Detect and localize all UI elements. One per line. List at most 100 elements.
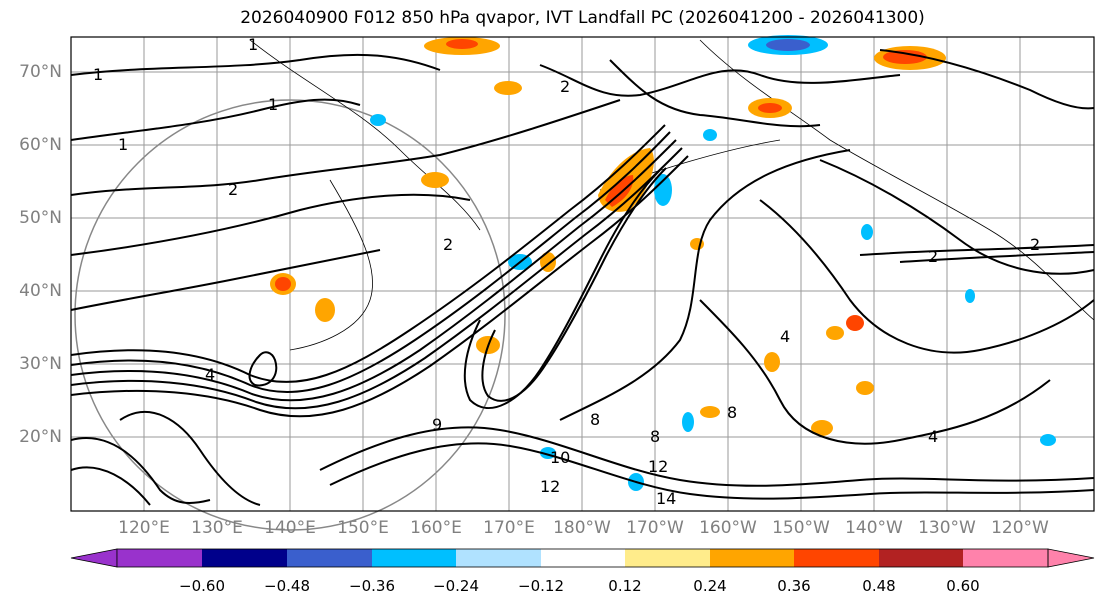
contour-line [70,147,683,410]
contour-line [819,159,1095,275]
contour-label: 8 [590,410,600,429]
negative-anomaly [703,129,717,141]
lon-label: 160°W [699,518,757,538]
contour-line [859,244,1095,256]
colorbar-bin [541,549,625,567]
contour-label: 1 [268,95,278,114]
qvapor-anomaly-fills [270,35,1056,491]
colorbar-bin [625,549,710,567]
colorbar-bin [710,549,794,567]
colorbar-tick-label: 0.36 [777,577,811,595]
lon-label: 150°W [772,518,830,538]
contour-line [899,251,1095,263]
lon-label: 130°E [191,518,243,538]
positive-anomaly [494,81,522,95]
contour-label: 8 [727,403,737,422]
contour-label: 1 [248,35,258,54]
contour-label: 2 [443,235,453,254]
contour-label: 2 [560,77,570,96]
colorbar-tick-label: −0.12 [518,577,564,595]
contour-line [539,64,901,97]
lat-label: 60°N [19,135,62,155]
contour-line [70,466,151,506]
contour-line [329,442,1095,500]
colorbar-tick-label: 0.24 [693,577,727,595]
positive-anomaly [758,103,782,113]
lat-label: 40°N [19,281,62,301]
map-title: 2026040900 F012 850 hPa qvapor, IVT Land… [240,8,925,28]
colorbar-bin [794,549,879,567]
contour-label: 9 [432,415,442,434]
colorbar-bin [117,549,202,567]
lon-label: 120°W [991,518,1049,538]
coastline [289,179,373,351]
lat-label: 30°N [19,354,62,374]
contour-line [248,351,278,387]
map-border [70,36,1095,512]
contour-label: 8 [650,427,660,446]
colorbar-tick-label: −0.48 [264,577,310,595]
contour-label: 4 [928,427,938,446]
negative-anomaly [654,174,672,206]
contour-label: 2 [928,247,938,266]
lon-label: 150°E [337,518,389,538]
negative-anomaly [766,39,810,51]
contour-line [70,131,671,393]
contour-label: 10 [550,448,570,467]
contour-line [70,193,471,256]
lat-label: 70°N [19,62,62,82]
colorbar-bin [879,549,963,567]
colorbar-outline [116,548,1049,568]
colorbar-bin [372,549,456,567]
negative-anomaly [965,289,975,303]
lat-label: 20°N [19,427,62,447]
positive-anomaly [883,50,927,64]
lon-label: 170°E [483,518,535,538]
colorbar-tick-label: 0.12 [608,577,642,595]
contour-line [119,410,261,506]
positive-anomaly [421,172,449,188]
contour-label: 14 [656,489,676,508]
contour-labels: 1 1 1 1 2 2 2 2 2 4 4 4 8 8 8 9 10 12 12… [93,35,1040,508]
graticule [71,37,1094,511]
lon-label: 120°E [118,518,170,538]
coastline [249,39,481,231]
colorbar-tick-label: 0.60 [946,577,980,595]
contour-line [481,167,667,402]
contour-line [70,155,689,418]
lon-label: 130°W [918,518,976,538]
contour-line [70,98,361,141]
contour-label: 4 [205,365,215,384]
positive-anomaly [764,352,780,372]
negative-anomaly [370,114,386,126]
positive-anomaly [446,39,478,49]
contour-line [70,53,441,76]
contour-line [699,299,1051,445]
colorbar-tick-label: −0.60 [179,577,225,595]
negative-anomaly [1040,434,1056,446]
contour-line [70,139,677,402]
contour-line [759,199,1095,354]
ivt-contours [70,49,1095,506]
colorbar-bin [202,549,287,567]
contour-label: 1 [93,65,103,84]
lon-label: 180°W [553,518,611,538]
contour-label: 4 [780,327,790,346]
range-circle [74,99,506,531]
lat-label: 50°N [19,208,62,228]
colorbar-bin [456,549,541,567]
positive-anomaly [811,420,833,436]
negative-anomaly [861,224,873,240]
contour-label: 2 [228,180,238,199]
lon-label: 160°E [410,518,462,538]
contour-label: 12 [648,457,668,476]
colorbar-bin [963,549,1048,567]
coastlines [249,39,1095,351]
contour-line [70,249,381,311]
colorbar-tick-label: −0.24 [433,577,479,595]
colorbar-bin [287,549,372,567]
positive-anomaly [315,298,335,322]
contour-label: 2 [1030,235,1040,254]
colorbar-extend-min [70,548,118,568]
contour-line [879,49,1095,110]
